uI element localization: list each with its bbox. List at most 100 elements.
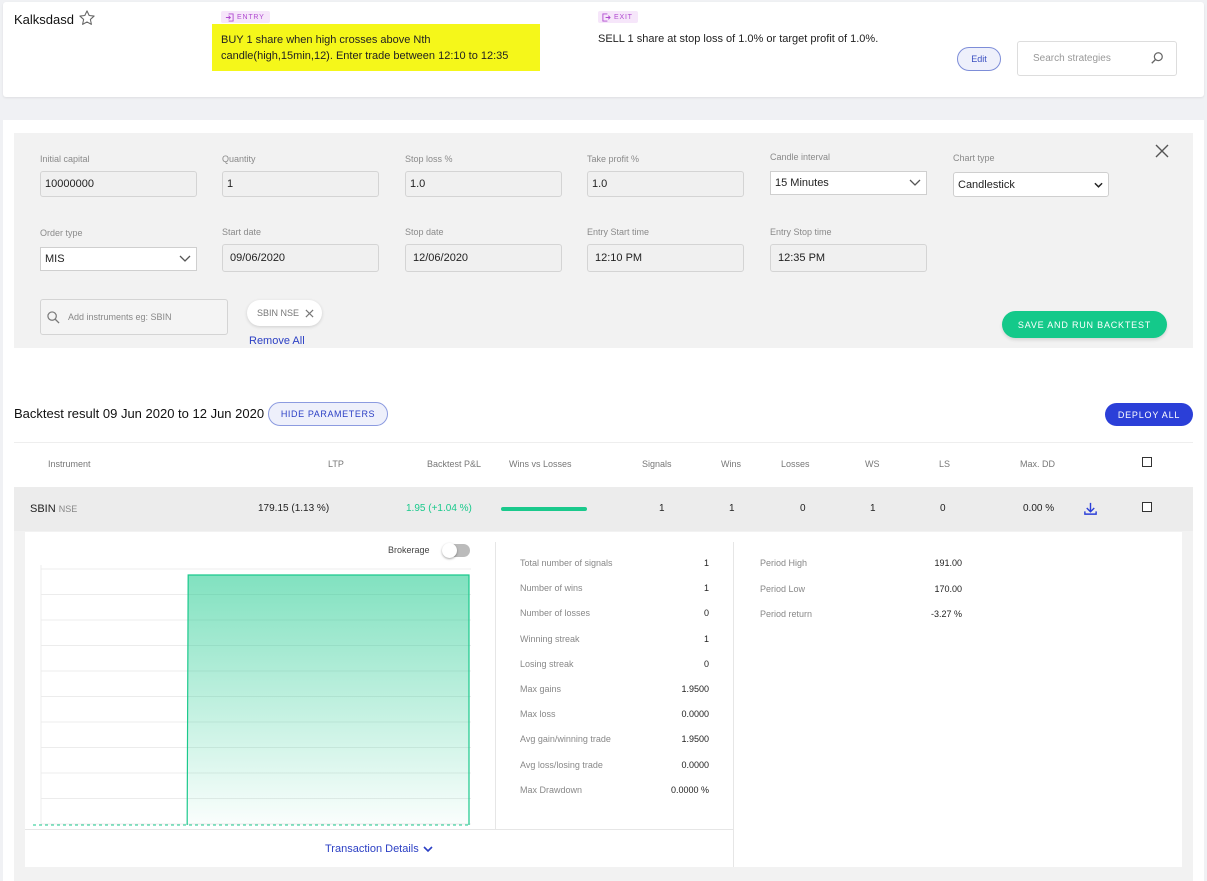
backtest-result-title: Backtest result 09 Jun 2020 to 12 Jun 20… (14, 406, 265, 421)
exit-condition: SELL 1 share at stop loss of 1.0% or tar… (598, 33, 879, 45)
stat-label: Max loss (520, 709, 556, 720)
initial-capital-input[interactable]: 10000000 (40, 171, 197, 197)
chevron-down-icon (423, 845, 433, 852)
entry-stop-time-label: Entry Stop time (770, 227, 832, 237)
pnl-cell: 1.95 (+1.04 %) (406, 503, 472, 514)
col-losses: Losses (781, 459, 810, 469)
stat-label: Losing streak (520, 658, 574, 669)
losses-cell: 0 (800, 503, 806, 514)
stat-label: Number of losses (520, 608, 591, 619)
stat-value: 0.0000 (681, 709, 709, 720)
search-icon[interactable] (1150, 51, 1164, 65)
transaction-details-toggle[interactable]: Transaction Details (325, 843, 433, 855)
stat-value: 1.9500 (681, 684, 709, 694)
close-icon[interactable] (1154, 143, 1170, 159)
stat-value: 0 (703, 608, 709, 619)
row-checkbox[interactable] (1142, 502, 1152, 512)
transaction-details-label: Transaction Details (325, 843, 419, 855)
take-profit-input[interactable]: 1.0 (587, 171, 744, 197)
col-ls: LS (939, 459, 951, 469)
star-icon[interactable] (78, 9, 96, 27)
col-ltp: LTP (328, 459, 344, 469)
order-type-select[interactable]: MIS (40, 247, 197, 271)
entry-tag-label: ENTRY (237, 13, 265, 21)
table-row[interactable] (14, 487, 1193, 531)
strategy-name: Kalksdasd (14, 12, 74, 27)
period-label: Period High (760, 558, 808, 568)
period-label: Period Low (760, 583, 806, 594)
chevron-down-icon (909, 179, 921, 186)
brokerage-label: Brokerage (388, 545, 430, 555)
chevron-down-icon (179, 255, 191, 262)
order-type-value: MIS (45, 253, 65, 265)
exit-tag: EXIT (598, 11, 638, 23)
candle-interval-value: 15 Minutes (775, 177, 829, 189)
col-instrument: Instrument (48, 459, 91, 469)
divider (733, 542, 734, 867)
chart-type-value: Candlestick (958, 178, 1015, 191)
stop-date-label: Stop date (405, 227, 444, 237)
ls-cell: 0 (940, 503, 946, 514)
stat-value: 0.0000 % (670, 784, 709, 795)
stat-value: 0.0000 (681, 759, 709, 770)
entry-start-time-label: Entry Start time (587, 227, 650, 237)
stop-date-input[interactable]: 12/06/2020 (405, 244, 562, 272)
stat-label: Avg gain/winning trade (520, 734, 611, 745)
instrument-chip-label: SBIN NSE (257, 308, 300, 318)
stat-value: 0 (703, 658, 709, 669)
divider (14, 442, 1193, 443)
search-icon (47, 311, 60, 324)
hide-parameters-button[interactable]: HIDE PARAMETERS (268, 402, 388, 426)
select-all-checkbox[interactable] (1142, 457, 1152, 467)
col-backtest-pnl: Backtest P&L (427, 459, 482, 469)
entry-condition: BUY 1 share when high crosses above Nth … (212, 24, 540, 71)
add-instrument-input[interactable]: Add instruments eg: SBIN (40, 299, 228, 335)
signals-cell: 1 (659, 503, 665, 514)
search-strategies-input[interactable]: Search strategies (1017, 41, 1177, 76)
start-date-input[interactable]: 09/06/2020 (222, 244, 379, 272)
col-ws: WS (865, 459, 880, 469)
chart-line (186, 574, 470, 826)
period-label: Period return (760, 609, 813, 619)
period-value: 191.00 (934, 558, 962, 568)
download-icon[interactable] (1083, 501, 1098, 516)
close-icon[interactable] (305, 308, 314, 318)
stat-value: 1 (703, 583, 709, 594)
candle-interval-select[interactable]: 15 Minutes (770, 171, 927, 195)
chart-area (188, 575, 469, 825)
save-run-backtest-button[interactable]: SAVE AND RUN BACKTEST (1002, 311, 1167, 338)
stat-label: Number of wins (520, 583, 583, 594)
stat-value: 1.9500 (681, 734, 709, 745)
ws-cell: 1 (870, 503, 876, 514)
deploy-all-button[interactable]: DEPLOY ALL (1105, 403, 1193, 426)
wins-cell: 1 (729, 503, 735, 514)
initial-capital-label: Initial capital (40, 154, 90, 164)
quantity-label: Quantity (222, 154, 256, 164)
ltp-cell: 179.15 (1.13 %) (258, 503, 330, 514)
take-profit-label: Take profit % (587, 154, 640, 164)
stat-value: 1 (703, 633, 709, 644)
stat-label: Total number of signals (520, 558, 613, 568)
quantity-input[interactable]: 1 (222, 171, 379, 197)
max-dd-cell: 0.00 % (1023, 503, 1055, 514)
wins-vs-losses-bar (501, 507, 587, 511)
col-wins: Wins (721, 459, 741, 469)
exit-icon (602, 12, 611, 22)
edit-button[interactable]: Edit (957, 47, 1001, 71)
chevron-down-icon (1094, 182, 1103, 188)
stop-loss-input[interactable]: 1.0 (405, 171, 562, 197)
instrument-cell: SBIN NSE (30, 503, 77, 515)
start-date-label: Start date (222, 227, 262, 237)
col-wins-vs-losses: Wins vs Losses (509, 459, 572, 469)
candle-interval-label: Candle interval (770, 152, 831, 162)
chart-type-label: Chart type (953, 153, 995, 163)
chart-type-select[interactable]: Candlestick (953, 172, 1109, 197)
entry-start-time-input[interactable]: 12:10 PM (587, 244, 744, 272)
remove-all-link[interactable]: Remove All (249, 335, 305, 347)
divider (25, 829, 733, 830)
entry-icon (225, 12, 234, 22)
col-signals: Signals (642, 459, 672, 469)
entry-stop-time-input[interactable]: 12:35 PM (770, 244, 927, 272)
brokerage-toggle-knob[interactable] (442, 543, 457, 558)
stat-label: Max Drawdown (520, 784, 583, 795)
